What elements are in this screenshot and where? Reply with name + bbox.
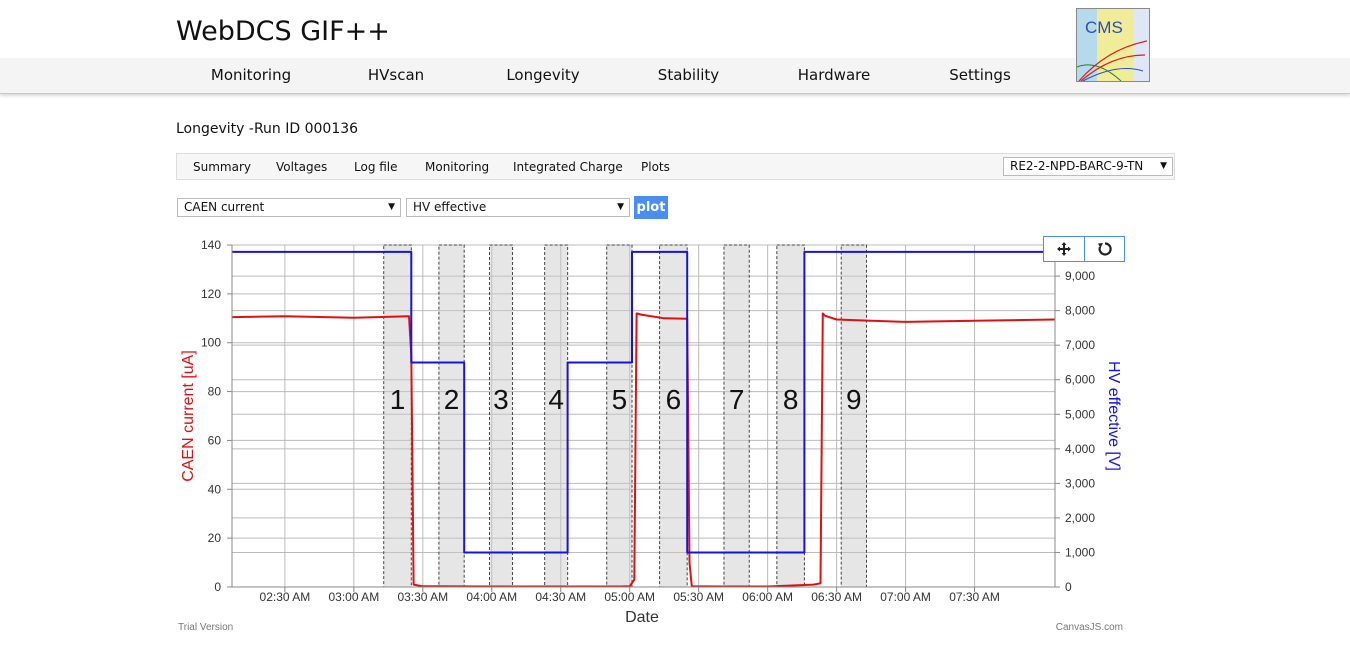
chevron-down-icon: ▼ [617, 202, 624, 212]
x-tick-label: 03:30 AM [397, 590, 448, 604]
tab-summary[interactable]: Summary [193, 160, 251, 174]
y-tick-label: 0 [214, 580, 221, 594]
stripline-label: 1 [390, 384, 406, 415]
tab-integrated-charge[interactable]: Integrated Charge [513, 160, 623, 174]
stripline-band [438, 244, 465, 588]
x-tick-label: 02:30 AM [260, 590, 311, 604]
x-tick-label: 05:00 AM [604, 590, 655, 604]
y2-tick-label: 3,000 [1065, 476, 1095, 490]
nav-hardware[interactable]: Hardware [797, 66, 871, 84]
stripline-band [840, 244, 867, 588]
y2-tick-label: 7,000 [1065, 338, 1095, 352]
x-tick-label: 07:00 AM [880, 590, 931, 604]
y2-tick-label: 5,000 [1065, 407, 1095, 421]
trial-version-label: Trial Version [178, 622, 233, 633]
app-title: WebDCS GIF++ [176, 16, 390, 47]
stripline-band [606, 244, 633, 588]
y2-tick-label: 4,000 [1065, 442, 1095, 456]
stripline-label: 8 [783, 384, 799, 415]
right-axis-select[interactable]: HV effective ▼ [406, 198, 630, 217]
chamber-select[interactable]: RE2-2-NPD-BARC-9-TN ▼ [1003, 157, 1173, 176]
run-title: Longevity -Run ID 000136 [176, 121, 359, 137]
chevron-down-icon: ▼ [1160, 161, 1167, 171]
y-tick-label: 140 [201, 238, 221, 252]
tab-monitoring[interactable]: Monitoring [425, 160, 490, 174]
y2-tick-label: 0 [1065, 580, 1072, 594]
x-tick-label: 04:00 AM [466, 590, 517, 604]
stripline-label: 2 [444, 384, 460, 415]
stripline-band [383, 244, 412, 588]
stripline-label: 3 [493, 384, 509, 415]
stripline-label: 7 [729, 384, 745, 415]
stripline-label: 6 [666, 384, 682, 415]
y-axis-title: CAEN current [uA] [180, 350, 197, 482]
nav-settings[interactable]: Settings [949, 66, 1011, 84]
y-tick-label: 20 [208, 531, 222, 545]
plot-button[interactable]: plot [634, 196, 668, 219]
chevron-down-icon: ▼ [388, 202, 395, 212]
stripline-band [544, 244, 569, 588]
x-tick-label: 05:30 AM [673, 590, 724, 604]
y2-tick-label: 8,000 [1065, 304, 1095, 318]
cms-logo: CMS [1076, 8, 1150, 82]
tab-log-file[interactable]: Log file [354, 160, 398, 174]
series-line [231, 312, 1056, 588]
reset-button[interactable] [1085, 237, 1125, 261]
chamber-select-value: RE2-2-NPD-BARC-9-TN [1010, 159, 1144, 173]
series-line [232, 250, 1055, 554]
nav-monitoring[interactable]: Monitoring [210, 66, 292, 84]
x-tick-label: 06:30 AM [811, 590, 862, 604]
y-tick-label: 120 [201, 287, 221, 301]
stripline-band [659, 244, 688, 588]
right-axis-select-value: HV effective [413, 200, 487, 214]
left-axis-select[interactable]: CAEN current ▼ [177, 198, 401, 217]
x-tick-label: 07:30 AM [949, 590, 1000, 604]
y2-tick-label: 6,000 [1065, 373, 1095, 387]
tab-voltages[interactable]: Voltages [276, 160, 328, 174]
tab-plots[interactable]: Plots [641, 160, 670, 174]
chart-toolbar [1043, 236, 1125, 262]
move-icon [1057, 241, 1071, 256]
stripline-label: 4 [548, 384, 564, 415]
stripline-band [723, 244, 750, 588]
x-axis-title: Date [625, 609, 659, 626]
pan-button[interactable] [1044, 237, 1085, 261]
canvasjs-credit: CanvasJS.com [1056, 622, 1123, 633]
y-tick-label: 80 [208, 385, 222, 399]
run-subnav: Summary Voltages Log file Monitoring Int… [176, 153, 1175, 180]
stripline-label: 5 [612, 384, 628, 415]
nav-stability[interactable]: Stability [657, 66, 720, 84]
nav-hvscan[interactable]: HVscan [367, 66, 425, 84]
x-tick-label: 04:30 AM [535, 590, 586, 604]
y2-tick-label: 1,000 [1065, 545, 1095, 559]
nav-longevity[interactable]: Longevity [506, 66, 580, 84]
y2-tick-label: 2,000 [1065, 511, 1095, 525]
logo-text: CMS [1085, 18, 1123, 37]
stripline-band [776, 244, 805, 588]
y-tick-label: 60 [208, 433, 222, 447]
left-axis-select-value: CAEN current [184, 200, 265, 214]
y2-axis-title: HV effective [V] [1105, 361, 1122, 471]
stripline-band [488, 244, 513, 588]
y-tick-label: 100 [201, 336, 221, 350]
stripline-label: 9 [846, 384, 862, 415]
y-tick-label: 40 [208, 482, 222, 496]
x-tick-label: 06:00 AM [742, 590, 793, 604]
y2-tick-label: 9,000 [1065, 269, 1095, 283]
x-tick-label: 03:00 AM [328, 590, 379, 604]
reset-icon [1098, 242, 1112, 256]
